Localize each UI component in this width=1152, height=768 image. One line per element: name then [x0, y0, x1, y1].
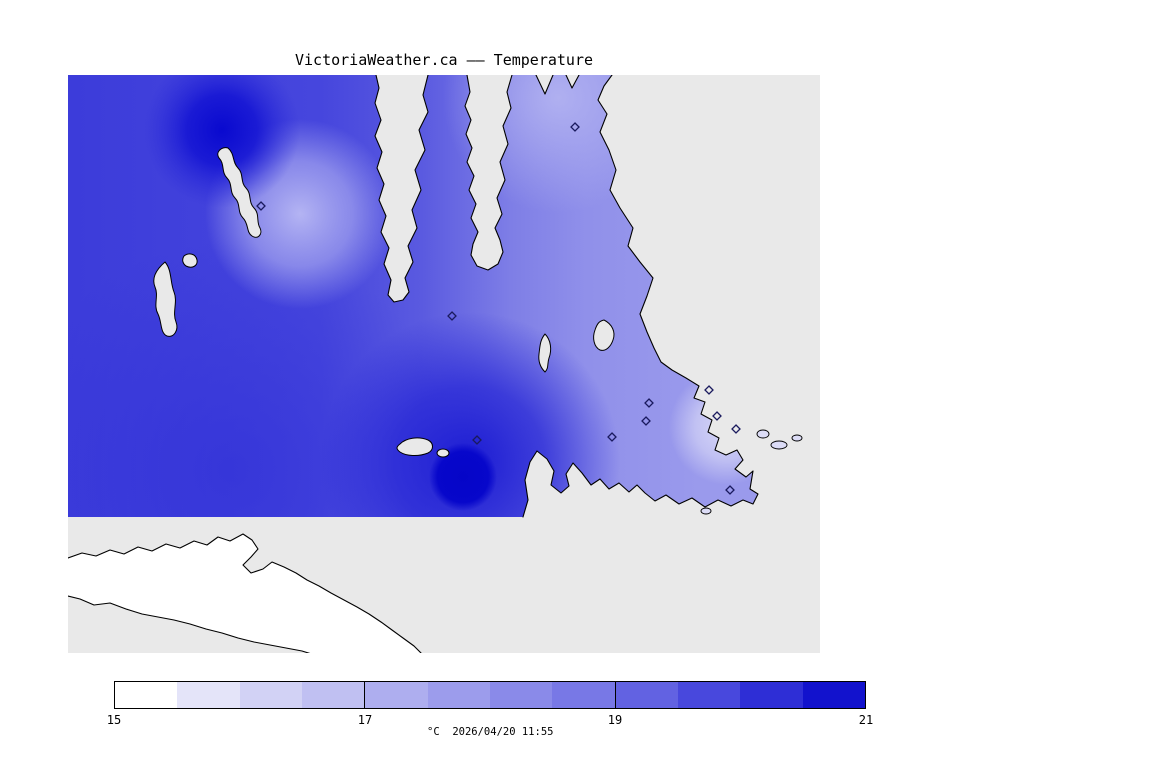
- east-strait: [523, 75, 820, 524]
- caption-unit: °C: [427, 726, 440, 738]
- colorbar-tick-21: 21: [858, 713, 874, 727]
- colorbar-tick-19: 19: [607, 713, 623, 727]
- station-marker: [731, 424, 741, 434]
- page-title: VictoriaWeather.ca —— Temperature: [294, 51, 593, 69]
- colorbar-cell: [614, 682, 678, 708]
- station-marker: [641, 416, 651, 426]
- colorbar-cell: [239, 682, 302, 708]
- lakes: [153, 147, 615, 458]
- colorbar-cell: [489, 682, 553, 708]
- colorbar-cell: [552, 682, 615, 708]
- offshore-islands: [700, 429, 803, 515]
- station-marker: [704, 385, 714, 395]
- fjord-lake: [217, 147, 262, 238]
- colorbar: [114, 681, 866, 709]
- station-marker: [256, 201, 266, 211]
- colorbar-tick-17: 17: [357, 713, 373, 727]
- station-marker: [725, 485, 735, 495]
- top-notch-1: [536, 75, 553, 94]
- colorbar-cell: [177, 682, 240, 708]
- station-markers: [256, 122, 741, 495]
- lake-west-long: [153, 261, 178, 337]
- colorbar-cell: [740, 682, 803, 708]
- colorbar-cell: [677, 682, 741, 708]
- inlet-east: [465, 75, 512, 270]
- colorbar-cell: [364, 682, 428, 708]
- station-marker: [447, 311, 457, 321]
- station-marker: [472, 435, 482, 445]
- caption-datetime: 2026/04/20 11:55: [452, 726, 554, 738]
- caption: °C 2026/04/20 11:55: [427, 726, 553, 738]
- colorbar-cell: [802, 682, 865, 708]
- south-landmass: [68, 533, 422, 653]
- lake-elk: [538, 333, 552, 373]
- top-notch-2: [566, 75, 579, 88]
- colorbar-cell: [301, 682, 365, 708]
- lake-west-small: [182, 253, 198, 268]
- lake-tiny: [436, 448, 450, 458]
- station-marker: [570, 122, 580, 132]
- colorbar-cell: [427, 682, 490, 708]
- lake-langford: [396, 437, 433, 456]
- station-marker: [644, 398, 654, 408]
- coastlines: [374, 75, 759, 518]
- colorbar-cell: [115, 682, 178, 708]
- water-masks: [375, 75, 820, 524]
- station-marker: [712, 411, 722, 421]
- station-marker: [607, 432, 617, 442]
- inlet-west: [375, 75, 428, 302]
- lake-east: [593, 319, 615, 351]
- colorbar-tick-15: 15: [106, 713, 122, 727]
